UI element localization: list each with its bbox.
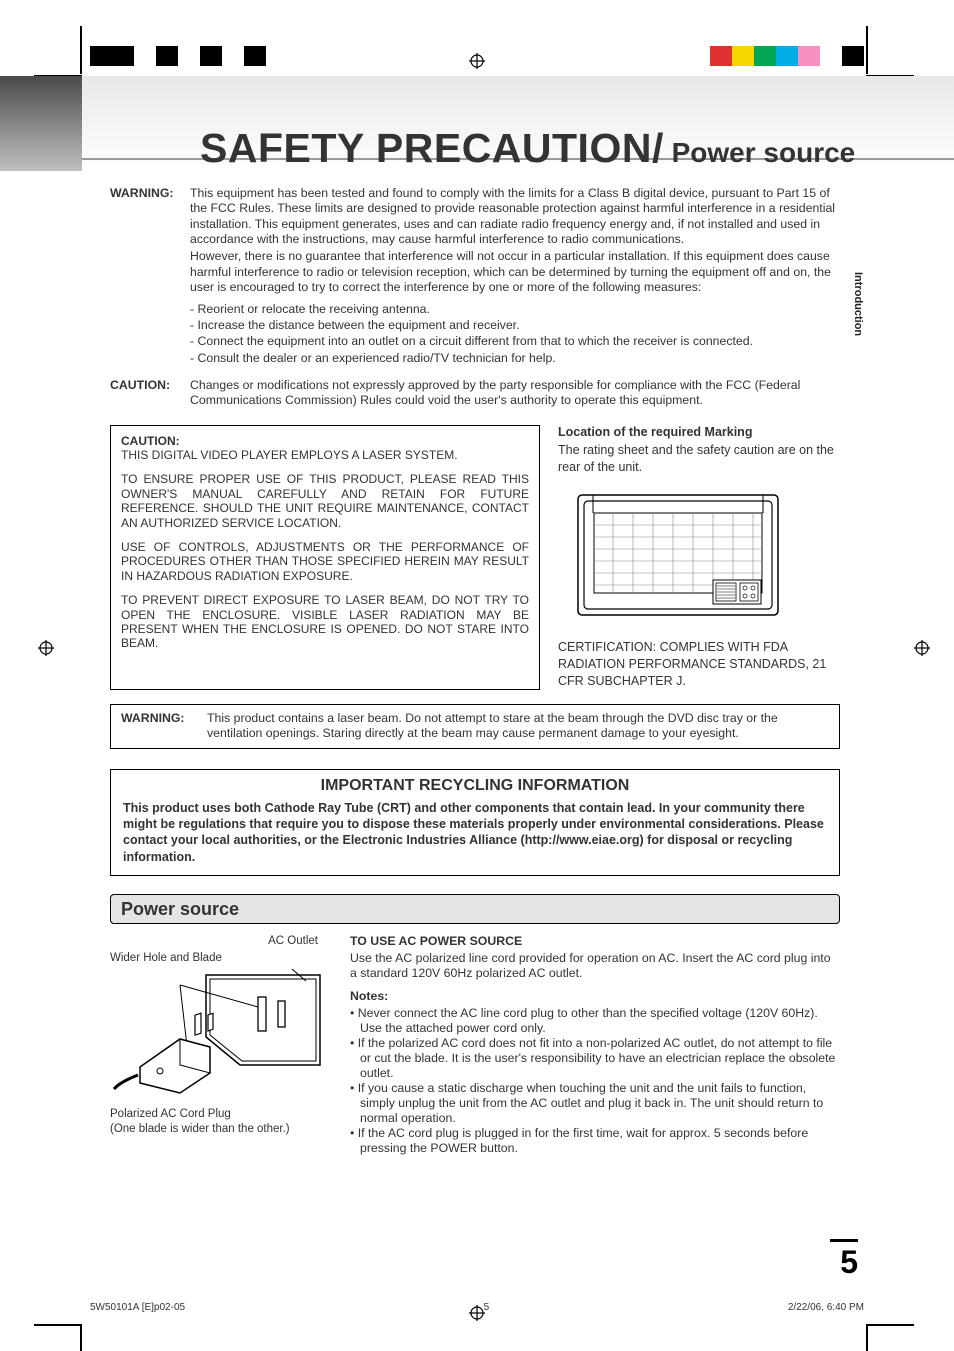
fcc-warning-block: WARNING: This equipment has been tested … (110, 186, 840, 372)
warning-label: WARNING: (110, 186, 190, 372)
colorbar-swatch (222, 46, 244, 66)
crop-mark (34, 1324, 82, 1326)
note-item: If the polarized AC cord does not fit in… (350, 1036, 840, 1081)
registration-mark-icon (469, 53, 485, 69)
recycling-box: IMPORTANT RECYCLING INFORMATION This pro… (110, 769, 840, 876)
use-ac-head: TO USE AC POWER SOURCE (350, 934, 840, 949)
plug-caption-1: Polarized AC Cord Plug (110, 1107, 338, 1121)
ac-plug-diagram-icon (110, 967, 338, 1097)
plug-caption-2: (One blade is wider than the other.) (110, 1122, 338, 1136)
warning-p1: This equipment has been tested and found… (190, 186, 840, 247)
wider-label: Wider Hole and Blade (110, 951, 338, 965)
footer-right: 2/22/06, 6:40 PM (788, 1302, 864, 1313)
fcc-caution-block: CAUTION: Changes or modifications not ex… (110, 378, 840, 411)
power-text-column: TO USE AC POWER SOURCE Use the AC polari… (350, 934, 840, 1155)
measure-item: Consult the dealer or an experienced rad… (190, 351, 840, 366)
footer-mid: 5 (484, 1302, 490, 1313)
colorbar-swatch (842, 46, 864, 66)
colorbar-left (90, 46, 310, 66)
page-number: 5 (830, 1239, 858, 1281)
laser-caution-box: CAUTION: THIS DIGITAL VIDEO PLAYER EMPLO… (110, 425, 540, 690)
laser-p3: USE OF CONTROLS, ADJUSTMENTS OR THE PERF… (121, 540, 529, 583)
caution-label: CAUTION: (110, 378, 190, 411)
warning-measures: Reorient or relocate the receiving anten… (190, 302, 840, 366)
note-item: Never connect the AC line cord plug to o… (350, 1006, 840, 1036)
measure-item: Connect the equipment into an outlet on … (190, 334, 840, 349)
laser-caution-title: CAUTION: (121, 434, 180, 448)
laser-warn-label: WARNING: (121, 711, 207, 742)
colorbar-swatch (754, 46, 776, 66)
colorbar-swatch (244, 46, 266, 66)
colorbar-swatch (798, 46, 820, 66)
laser-p1: THIS DIGITAL VIDEO PLAYER EMPLOYS A LASE… (121, 448, 458, 462)
unit-rear-diagram-icon (568, 485, 798, 625)
colorbar-swatch (820, 46, 842, 66)
laser-p4: TO PREVENT DIRECT EXPOSURE TO LASER BEAM… (121, 593, 529, 651)
note-item: If you cause a static discharge when tou… (350, 1081, 840, 1126)
ac-outlet-label: AC Outlet (110, 934, 338, 948)
colorbar-swatch (134, 46, 156, 66)
use-ac-body: Use the AC polarized line cord provided … (350, 951, 840, 982)
title-sub: Power source (664, 137, 855, 168)
power-notes: Never connect the AC line cord plug to o… (350, 1006, 840, 1156)
marking-column: Location of the required Marking The rat… (558, 425, 840, 690)
recycle-body: This product uses both Cathode Ray Tube … (123, 800, 827, 865)
note-item: If the AC cord plug is plugged in for th… (350, 1126, 840, 1156)
caution-body: Changes or modifications not expressly a… (190, 378, 840, 409)
colorbar-swatch (200, 46, 222, 66)
marking-cert: CERTIFICATION: COMPLIES WITH FDA RADIATI… (558, 639, 840, 690)
colorbar-swatch (732, 46, 754, 66)
colorbar-swatch (90, 46, 112, 66)
crop-mark (866, 26, 868, 74)
power-title: Power source (121, 898, 829, 921)
colorbar-swatch (776, 46, 798, 66)
colorbar-swatch (178, 46, 200, 66)
registration-mark-icon (914, 640, 930, 656)
power-source-header: Power source (110, 894, 840, 925)
crop-mark (866, 1325, 868, 1351)
marking-head: Location of the required Marking (558, 425, 840, 441)
colorbar-swatch (266, 46, 288, 66)
notes-head: Notes: (350, 989, 840, 1004)
footer-left: 5W50101A [E]p02-05 (90, 1302, 185, 1313)
warning-p2: However, there is no guarantee that inte… (190, 249, 840, 295)
crop-mark (80, 26, 82, 74)
title-main: SAFETY PRECAUTION/ (200, 125, 664, 171)
laser-p2: TO ENSURE PROPER USE OF THIS PRODUCT, PL… (121, 472, 529, 530)
page-title: SAFETY PRECAUTION/ Power source (200, 125, 864, 172)
crop-mark (80, 1325, 82, 1351)
measure-item: Increase the distance between the equipm… (190, 318, 840, 333)
side-tab: Introduction (852, 272, 864, 336)
plug-diagram-column: AC Outlet Wider Hole and Blade (110, 934, 338, 1155)
marking-text: The rating sheet and the safety caution … (558, 442, 840, 475)
colorbar-right (710, 46, 864, 66)
colorbar-swatch (288, 46, 310, 66)
recycle-title: IMPORTANT RECYCLING INFORMATION (123, 776, 827, 796)
measure-item: Reorient or relocate the receiving anten… (190, 302, 840, 317)
colorbar-swatch (156, 46, 178, 66)
laser-warning-box: WARNING: This product contains a laser b… (110, 704, 840, 749)
laser-warn-body: This product contains a laser beam. Do n… (207, 711, 829, 742)
colorbar-swatch (112, 46, 134, 66)
crop-mark (866, 1324, 914, 1326)
colorbar-swatch (710, 46, 732, 66)
registration-mark-icon (38, 640, 54, 656)
print-footer: 5W50101A [E]p02-05 5 2/22/06, 6:40 PM (90, 1302, 864, 1313)
